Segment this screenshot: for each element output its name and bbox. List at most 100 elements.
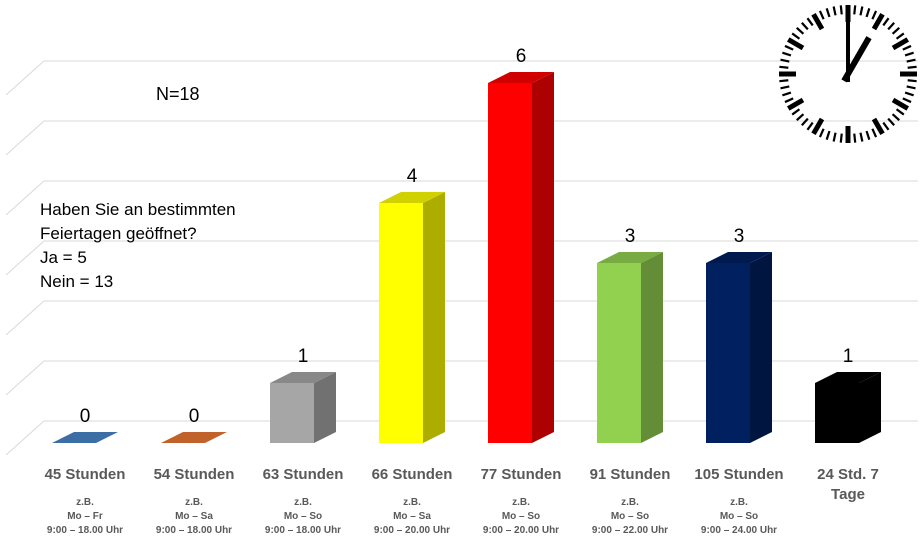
value-label: 3 bbox=[625, 226, 636, 247]
category-detail-line: 9:00 – 18.00 Uhr bbox=[46, 525, 124, 536]
clock-tick bbox=[832, 6, 837, 16]
bar-front bbox=[270, 383, 314, 443]
bar-side bbox=[750, 252, 772, 443]
clock-tick bbox=[801, 21, 809, 31]
clock-tick bbox=[784, 44, 794, 51]
category-detail-line: z.B. bbox=[621, 497, 639, 508]
clock-tick bbox=[902, 44, 912, 51]
chart-value-labels: 0 0 1 4 6 3 3 1 bbox=[80, 46, 854, 427]
bar-top bbox=[52, 432, 118, 443]
clock-tick bbox=[791, 32, 801, 40]
bar-top bbox=[597, 252, 663, 263]
category-detail-line: z.B. bbox=[76, 497, 94, 508]
bar-front bbox=[597, 263, 641, 443]
bar-front bbox=[379, 203, 423, 443]
sample-size-label: N=18 bbox=[156, 84, 200, 104]
bar-top bbox=[379, 192, 445, 203]
clock-tick bbox=[786, 37, 805, 51]
category-label: 91 Stunden z.B. Mo – So 9:00 – 22.00 Uhr bbox=[575, 465, 685, 538]
clock-tick bbox=[853, 133, 857, 143]
bar bbox=[597, 252, 663, 443]
clock-tick bbox=[786, 97, 805, 111]
clock-tick bbox=[907, 79, 917, 83]
bar-side bbox=[532, 72, 554, 443]
question-line-2: Feiertagen geöffnet? bbox=[40, 224, 197, 243]
clock-tick bbox=[795, 27, 805, 35]
category-detail-line: Mo – Sa bbox=[393, 511, 431, 522]
category-detail: z.B. Mo – So 9:00 – 20.00 Uhr bbox=[466, 496, 576, 538]
clock-tick bbox=[865, 8, 871, 18]
category-label: 105 Stunden z.B. Mo – So 9:00 – 24.00 Uhr bbox=[684, 465, 794, 538]
clock-tick bbox=[865, 130, 871, 140]
clock-tick bbox=[806, 121, 814, 131]
chart-bars bbox=[52, 72, 881, 443]
answer-yes: Ja = 5 bbox=[40, 248, 87, 267]
value-label: 6 bbox=[516, 46, 527, 67]
bar-side bbox=[641, 252, 663, 443]
category-detail-line: 9:00 – 24.00 Uhr bbox=[700, 525, 778, 536]
clock-tick bbox=[871, 12, 885, 31]
category-detail-line: z.B. bbox=[403, 497, 421, 508]
bar bbox=[379, 192, 445, 443]
bar-front bbox=[706, 263, 750, 443]
category-name: 77 Stunden bbox=[480, 466, 562, 483]
bar-top bbox=[706, 252, 772, 263]
clock-tick bbox=[818, 10, 825, 20]
category-detail-line: z.B. bbox=[294, 497, 312, 508]
clock-tick bbox=[818, 128, 825, 138]
category-detail: z.B. Mo – Fr 9:00 – 18.00 Uhr bbox=[30, 496, 140, 538]
clock-tick bbox=[904, 51, 914, 57]
clock-tick bbox=[871, 117, 885, 136]
gridline bbox=[5, 240, 918, 276]
category-detail-line: z.B. bbox=[730, 497, 748, 508]
answer-no: Nein = 13 bbox=[40, 272, 114, 291]
clock-tick bbox=[859, 132, 864, 142]
bar bbox=[161, 432, 227, 443]
gridline bbox=[5, 420, 918, 456]
clock-tick bbox=[891, 37, 910, 51]
gridline bbox=[5, 180, 918, 216]
clock-tick bbox=[779, 79, 789, 83]
category-detail-line: Mo – Sa bbox=[175, 511, 213, 522]
chart-grid bbox=[5, 60, 918, 456]
wall-clock-icon bbox=[779, 5, 917, 143]
value-label: 0 bbox=[189, 406, 200, 427]
category-detail-line: Mo – Fr bbox=[67, 511, 103, 522]
value-label: 3 bbox=[734, 226, 745, 247]
clock-tick bbox=[902, 97, 912, 104]
category-label: 24 Std. 7 Tage bbox=[793, 465, 903, 505]
bar-side bbox=[314, 372, 336, 443]
category-detail-line: z.B. bbox=[185, 497, 203, 508]
clock-tick bbox=[839, 5, 843, 15]
clock-tick bbox=[801, 117, 809, 127]
bar bbox=[488, 72, 554, 443]
question-line-1: Haben Sie an bestimmten bbox=[40, 200, 236, 219]
bar-side bbox=[423, 192, 445, 443]
category-label: 54 Stunden z.B. Mo – Sa 9:00 – 18.00 Uhr bbox=[139, 465, 249, 538]
bar-top bbox=[815, 372, 881, 383]
category-detail-line: z.B. bbox=[512, 497, 530, 508]
category-name: 45 Stunden bbox=[44, 466, 126, 483]
category-name: 105 Stunden bbox=[694, 466, 784, 483]
category-detail: z.B. Mo – Sa 9:00 – 20.00 Uhr bbox=[357, 496, 467, 538]
category-detail: z.B. Mo – Sa 9:00 – 18.00 Uhr bbox=[139, 496, 249, 538]
category-name: 24 Std. 7 Tage bbox=[817, 466, 879, 503]
bar bbox=[815, 372, 881, 443]
category-label: 66 Stunden z.B. Mo – Sa 9:00 – 20.00 Uhr bbox=[357, 465, 467, 538]
bar-side bbox=[859, 372, 881, 443]
bar-front bbox=[488, 83, 532, 443]
clock-tick bbox=[825, 130, 831, 140]
bar-top bbox=[161, 432, 227, 443]
clock-tick bbox=[895, 108, 905, 116]
clock-tick bbox=[882, 17, 890, 27]
category-detail-line: 9:00 – 20.00 Uhr bbox=[482, 525, 560, 536]
bar bbox=[52, 432, 118, 443]
category-name: 54 Stunden bbox=[153, 466, 235, 483]
clock-tick bbox=[806, 17, 814, 27]
clock-tick bbox=[891, 113, 901, 121]
category-detail-line: 9:00 – 18.00 Uhr bbox=[264, 525, 342, 536]
bar-front bbox=[815, 383, 859, 443]
clock-tick bbox=[887, 21, 895, 31]
category-detail-line: Mo – So bbox=[501, 511, 541, 522]
category-detail-line: 9:00 – 18.00 Uhr bbox=[155, 525, 233, 536]
